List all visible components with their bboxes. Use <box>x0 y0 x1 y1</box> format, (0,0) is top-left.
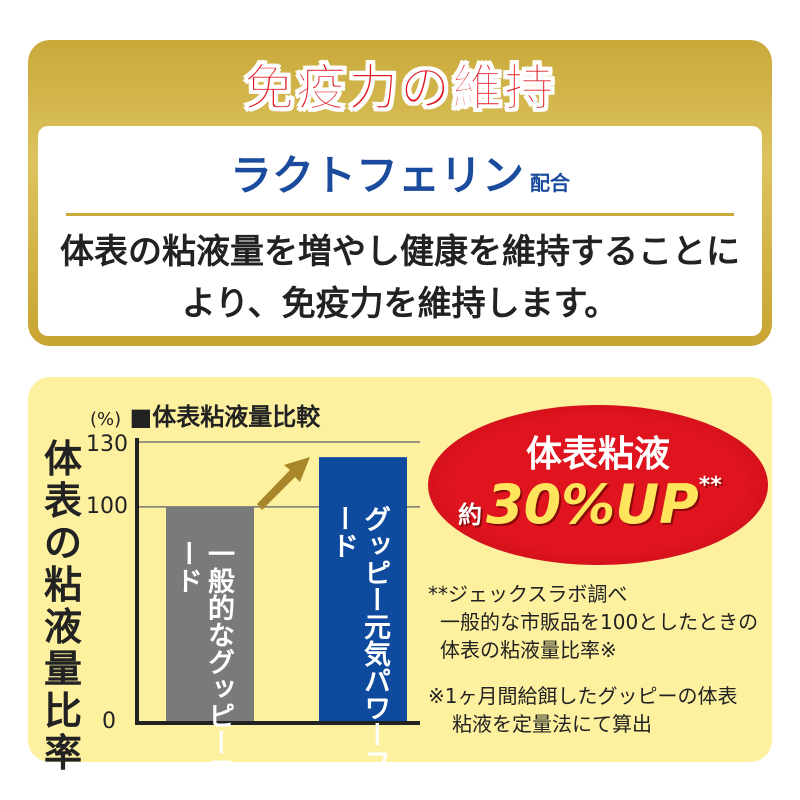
feature-title: 免疫力の維持 <box>244 59 556 118</box>
badge-value: 約30%UP** <box>458 473 722 536</box>
y-tick-0: 0 <box>102 709 116 734</box>
ingredient-suffix: 配合 <box>530 171 570 195</box>
chart-title-text: 体表粘液量比較 <box>152 403 321 431</box>
ingredient-name: ラクトフェリン <box>229 151 524 200</box>
chart-title: (%) ■体表粘液量比較 <box>90 397 320 432</box>
unit-label: (%) <box>90 409 122 430</box>
divider <box>66 213 734 216</box>
square-icon: ■ <box>129 403 153 431</box>
feature-body: ラクトフェリン 配合 体表の粘液量を増やし健康を維持することに より、免疫力を維持… <box>38 126 762 336</box>
y-tick-100: 100 <box>86 494 128 519</box>
description-line: 体表の粘液量を増やし健康を維持することに <box>60 232 740 272</box>
badge-line1: 体表粘液 <box>525 434 670 475</box>
y-tick-130: 130 <box>86 432 128 457</box>
note-1: **ジェックスラボ調べ 一般的な市販品を100としたときの 体表の粘液量比率※ <box>428 582 759 662</box>
ingredient-heading: ラクトフェリン 配合 <box>38 142 762 203</box>
bar-label-generic: 一般的なグッピーフード <box>171 540 234 783</box>
description-line: より、免疫力を維持します。 <box>181 284 619 324</box>
feature-panel: 免疫力の維持 ラクトフェリン 配合 体表の粘液量を増やし健康を維持することに より… <box>28 40 772 346</box>
description: 体表の粘液量を増やし健康を維持することに より、免疫力を維持します。 <box>38 226 762 330</box>
y-axis-label: 体表の粘液量比率 <box>44 437 83 775</box>
increase-badge: 体表粘液 約30%UP** <box>428 405 768 565</box>
note-2: ※1ヶ月間給餌したグッピーの体表 粘液を定量法にて算出 <box>428 684 738 736</box>
bar-label-product: グッピー元気パワーフード <box>327 505 390 775</box>
